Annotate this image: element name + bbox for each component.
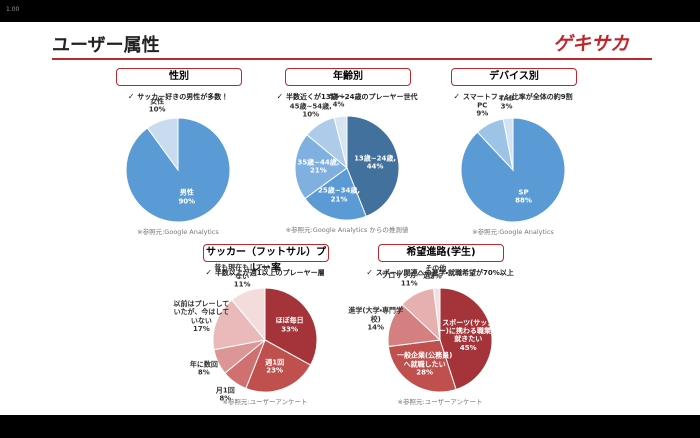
slice-category: PC bbox=[477, 101, 488, 110]
pie-slice bbox=[333, 115, 348, 169]
slice-value: 17% bbox=[193, 325, 210, 334]
slice-category: スポーツ(サッカー)に携わる職業に就きたい bbox=[438, 318, 498, 344]
slice-label: 一般企業(公務員)へ就職したい 28% bbox=[394, 352, 456, 377]
slice-label: PC 9% bbox=[451, 101, 513, 118]
slice-category: 月1回 bbox=[215, 386, 235, 395]
slice-label: 以前はプレーしていたが、今はしていない 17% bbox=[170, 300, 232, 334]
chart-subtitle: 半数以上が週1以上のプレーヤー層 bbox=[155, 268, 375, 278]
slice-category: 進学(大学・専門学校) bbox=[348, 306, 403, 323]
slice-value: 21% bbox=[330, 195, 348, 204]
slice-category: 25歳~34歳, bbox=[318, 187, 361, 196]
slice-value: 88% bbox=[515, 196, 532, 205]
slice-label: 男性 90% bbox=[156, 189, 218, 206]
slice-value: 8% bbox=[219, 394, 232, 403]
slice-value: 23% bbox=[266, 366, 284, 375]
slice-label: プロサッカー選手 11% bbox=[378, 271, 440, 288]
page-number: 1.00 bbox=[6, 6, 20, 13]
slice-category: SP bbox=[518, 188, 529, 197]
chart-title: 希望進路(学生) bbox=[378, 244, 504, 262]
slide-title: ユーザー属性 bbox=[52, 35, 160, 56]
slice-label: 月1回 8% bbox=[194, 386, 256, 403]
slice-label: TAB 3% bbox=[476, 94, 538, 111]
chart-title: 年齢別 bbox=[285, 68, 411, 86]
chart-source: ※参照元:Google Analytics bbox=[137, 228, 219, 236]
slice-category: その他 bbox=[425, 264, 447, 273]
slice-category: 週1回 bbox=[265, 358, 285, 367]
chart-title: デバイス別 bbox=[451, 68, 577, 86]
slice-label: 女性 10% bbox=[126, 97, 188, 114]
slice-category: 女性 bbox=[150, 97, 165, 106]
chart-source: ※参照元:Google Analytics bbox=[472, 228, 554, 236]
slice-label: 35歳~44歳, 21% bbox=[287, 159, 349, 176]
slice-category: ほぼ毎日 bbox=[275, 317, 304, 326]
slice-category: 昔も現在もしていない bbox=[214, 263, 270, 281]
slice-label: 55+, 4% bbox=[308, 93, 370, 110]
bottom-bar bbox=[0, 415, 700, 438]
slice-value: 90% bbox=[178, 197, 196, 206]
slice-value: 14% bbox=[367, 323, 385, 332]
slice-label: 13歳~24歳, 44% bbox=[344, 154, 406, 171]
slice-label: 45歳~54歳, 10% bbox=[280, 103, 342, 120]
slice-category: 45歳~54歳, bbox=[289, 102, 332, 111]
slice-value: 11% bbox=[400, 279, 418, 288]
slice-value: 28% bbox=[416, 368, 434, 377]
pie-slice bbox=[439, 287, 493, 391]
chart-subtitle: スマートフォン比率が全体の約9割 bbox=[403, 92, 623, 102]
slice-label: 週1回 23% bbox=[244, 359, 306, 376]
pie-slice bbox=[212, 299, 266, 351]
slice-label: その他 2% bbox=[405, 264, 467, 281]
slice-value: 10% bbox=[302, 110, 320, 119]
logo: ゲキサカ bbox=[553, 33, 630, 55]
slice-category: 以前はプレーしていたが、今はしていない bbox=[173, 300, 230, 326]
chart-subtitle: 半数近くが13歳～24歳のプレーヤー世代 bbox=[237, 92, 457, 102]
slice-category: 年に数回 bbox=[189, 360, 218, 369]
slice-value: 9% bbox=[476, 109, 489, 118]
slice-value: 45% bbox=[459, 343, 477, 352]
slice-category: 一般企業(公務員)へ就職したい bbox=[396, 351, 453, 368]
pie-slice bbox=[304, 167, 367, 221]
slice-value: 10% bbox=[148, 105, 166, 114]
slice-label: スポーツ(サッカー)に携わる職業に就きたい 45% bbox=[437, 319, 499, 353]
chart-source: ※参照元:ユーザーアンケート bbox=[222, 398, 308, 406]
pie-slice bbox=[245, 339, 312, 393]
slice-value: 33% bbox=[281, 325, 298, 334]
slice-category: 35歳~44歳, bbox=[297, 158, 340, 167]
pie-slice bbox=[294, 134, 348, 200]
pie-slice bbox=[264, 287, 318, 366]
slice-category: 55+, bbox=[329, 92, 348, 101]
slice-value: 8% bbox=[197, 368, 210, 377]
slice-label: ほぼ毎日 33% bbox=[259, 317, 321, 334]
pie-slice bbox=[387, 339, 457, 393]
pie-slice bbox=[432, 287, 441, 341]
slice-category: プロサッカー選手 bbox=[381, 271, 438, 280]
slice-value: 11% bbox=[233, 280, 251, 289]
pie-slice bbox=[146, 117, 179, 172]
slice-label: SP 88% bbox=[493, 188, 555, 205]
slice-value: 3% bbox=[500, 102, 513, 111]
slice-label: 昔も現在もしていない 11% bbox=[211, 264, 273, 289]
pie-slice bbox=[502, 117, 514, 171]
chart-subtitle: サッカー好きの男性が多数！ bbox=[68, 92, 288, 102]
slice-category: 男性 bbox=[179, 188, 194, 197]
top-bar bbox=[0, 0, 700, 22]
slice-value: 44% bbox=[366, 162, 384, 171]
slice-value: 2% bbox=[429, 272, 442, 281]
slice-category: 13歳~24歳, bbox=[354, 154, 397, 163]
slice-value: 4% bbox=[332, 100, 345, 109]
chart-source: ※参照元:ユーザーアンケート bbox=[397, 398, 483, 406]
slice-category: TAB bbox=[499, 94, 515, 103]
pie-slice bbox=[346, 115, 400, 217]
slice-label: 年に数回 8% bbox=[173, 360, 235, 377]
slice-label: 進学(大学・専門学校) 14% bbox=[345, 307, 407, 332]
chart-title: 性別 bbox=[116, 68, 242, 86]
title-rule bbox=[52, 58, 652, 60]
slice-value: 21% bbox=[310, 167, 327, 176]
chart-title: サッカー（フットサル）プレー率 bbox=[203, 244, 329, 274]
pie-slice bbox=[231, 287, 266, 342]
chart-source: ※参照元:Google Analytics からの推測値 bbox=[285, 226, 409, 234]
slice-label: 25歳~34歳, 21% bbox=[308, 187, 370, 204]
chart-subtitle: スポーツ関連への進学・就職希望が70%以上 bbox=[330, 268, 550, 278]
